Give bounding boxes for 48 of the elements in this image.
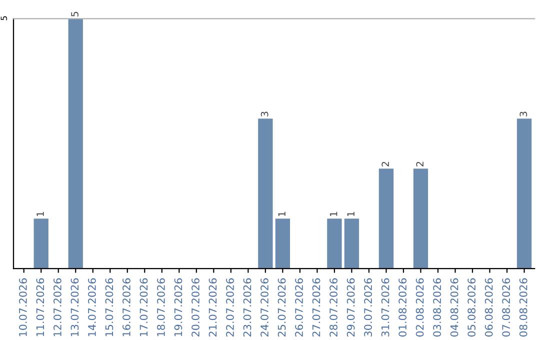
x-tick-label: 12.07.2026 bbox=[54, 278, 62, 336]
data-label: 1 bbox=[330, 212, 338, 216]
x-tick-label: 30.07.2026 bbox=[364, 278, 372, 336]
x-tick-label: 10.07.2026 bbox=[18, 278, 27, 336]
x-tick-label: 17.07.2026 bbox=[140, 278, 148, 336]
bar bbox=[68, 18, 83, 269]
data-label: 1 bbox=[347, 212, 354, 216]
bar bbox=[413, 168, 428, 269]
data-label: 5 bbox=[71, 12, 78, 16]
data-label: 1 bbox=[36, 212, 44, 216]
bar bbox=[344, 218, 360, 269]
x-tick-label: 01.08.2026 bbox=[398, 278, 406, 337]
bar bbox=[327, 218, 342, 269]
bar bbox=[516, 118, 532, 269]
data-label: 1 bbox=[278, 212, 286, 216]
x-tick-label: 29.07.2026 bbox=[346, 278, 355, 337]
x-tick-label: 06.08.2026 bbox=[484, 278, 493, 337]
x-tick-label: 05.08.2026 bbox=[468, 278, 476, 337]
x-tick-label: 03.08.2026 bbox=[433, 278, 441, 337]
x-tick-label: 18.07.2026 bbox=[157, 278, 165, 336]
x-tick-label: 27.07.2026 bbox=[312, 278, 320, 337]
x-tick-label: 07.08.2026 bbox=[502, 278, 510, 337]
bar bbox=[34, 218, 48, 269]
data-label: 2 bbox=[382, 162, 389, 166]
data-label: 3 bbox=[260, 112, 268, 116]
bar bbox=[378, 168, 394, 269]
x-tick-label: 20.07.2026 bbox=[192, 278, 200, 337]
data-label: 3 bbox=[520, 112, 528, 116]
x-tick-label: 25.07.2026 bbox=[278, 278, 286, 337]
x-tick-label: 11.07.2026 bbox=[36, 278, 44, 336]
x-tick-label: 02.08.2026 bbox=[416, 278, 424, 337]
x-tick-label: 13.07.2026 bbox=[70, 278, 79, 336]
x-tick-label: 21.07.2026 bbox=[208, 278, 217, 337]
x-tick-label: 16.07.2026 bbox=[122, 278, 130, 336]
x-tick-label: 28.07.2026 bbox=[330, 278, 338, 337]
x-tick-label: 15.07.2026 bbox=[105, 278, 114, 336]
data-label: 2 bbox=[416, 162, 424, 166]
bar bbox=[258, 118, 273, 269]
x-tick-label: 31.07.2026 bbox=[381, 278, 390, 336]
x-tick-label: 23.07.2026 bbox=[243, 278, 252, 337]
x-tick-label: 04.08.2026 bbox=[450, 278, 458, 337]
x-tick-label: 22.07.2026 bbox=[226, 278, 234, 337]
x-tick-label: 24.07.2026 bbox=[260, 278, 268, 337]
x-tick-label: 08.08.2026 bbox=[519, 278, 528, 337]
x-tick-label: 14.07.2026 bbox=[88, 278, 96, 336]
x-tick-label: 19.07.2026 bbox=[174, 278, 182, 336]
bar bbox=[275, 218, 290, 269]
x-tick-label: 26.07.2026 bbox=[295, 278, 303, 337]
